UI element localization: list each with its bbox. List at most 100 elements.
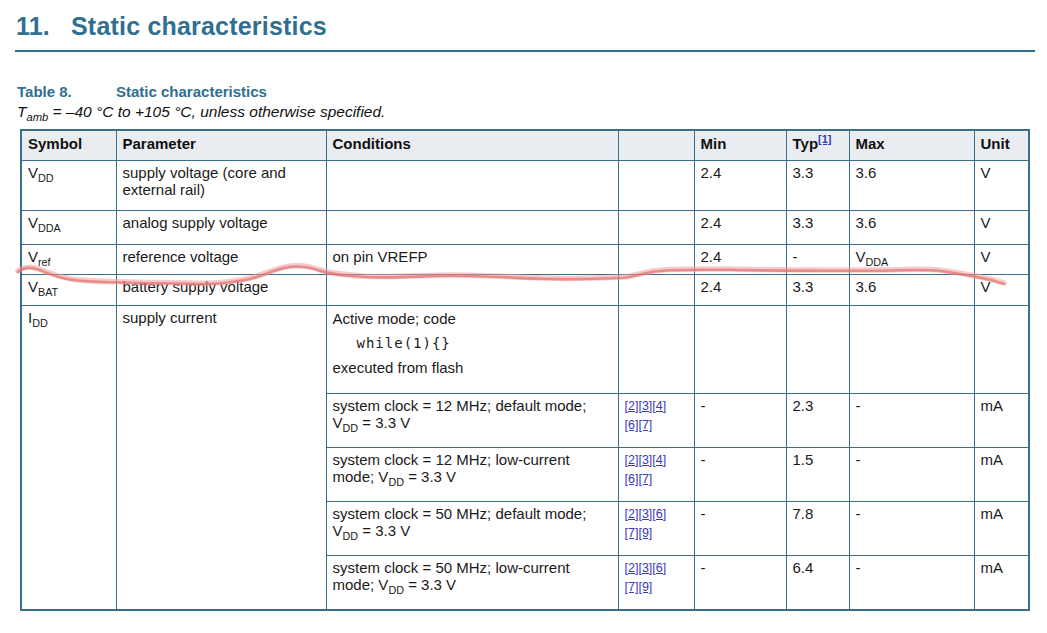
header-refs — [618, 130, 694, 161]
footnote-ref-link[interactable]: [9] — [638, 526, 652, 540]
unit-cell: mA — [974, 448, 1029, 502]
typ-cell: 3.3 — [786, 161, 849, 211]
typ-cell — [786, 306, 849, 394]
section-title: Static characteristics — [71, 12, 327, 40]
header-typ: Typ[1] — [786, 130, 849, 161]
table-row: Vref reference voltage on pin VREFP 2.4 … — [21, 245, 1029, 275]
refs-cell — [618, 161, 694, 211]
footnote-ref-link[interactable]: [7] — [625, 526, 639, 540]
table-caption: Table 8.Static characteristics — [17, 83, 1047, 100]
refs-cell: [2][3][4] [6][7] — [618, 394, 694, 448]
table-caption-title: Static characteristics — [116, 83, 267, 100]
typ-cell: 7.8 — [786, 502, 849, 556]
conditions-cell: on pin VREFP — [326, 245, 618, 275]
min-cell: - — [694, 448, 786, 502]
footnote-ref-link[interactable]: [3] — [638, 507, 652, 521]
table-row: VDDA analog supply voltage 2.4 3.3 3.6 V — [21, 211, 1029, 245]
conditions-cell: system clock = 50 MHz; low-current mode;… — [326, 556, 618, 611]
footnote-ref-link[interactable]: [2] — [625, 507, 639, 521]
min-cell: 2.4 — [694, 275, 786, 306]
refs-cell — [618, 275, 694, 306]
table-caption-label: Table 8. — [17, 83, 116, 100]
header-symbol: Symbol — [21, 130, 116, 161]
min-cell: 2.4 — [694, 245, 786, 275]
typ-cell: 6.4 — [786, 556, 849, 611]
unit-cell: mA — [974, 394, 1029, 448]
footnote-refs-line: [6][7] — [625, 470, 688, 489]
section-number: 11. — [16, 12, 50, 41]
conditions-cell: system clock = 12 MHz; default mode; VDD… — [326, 394, 618, 448]
footnote-refs-line: [2][3][6] — [625, 505, 688, 524]
footnote-refs-line: [7][9] — [625, 578, 688, 597]
table-row: VDD supply voltage (core and external ra… — [21, 161, 1029, 211]
max-cell: 3.6 — [849, 275, 974, 306]
table-row: VBAT battery supply voltage 2.4 3.3 3.6 … — [21, 275, 1029, 306]
footnote-refs-line: [2][3][6] — [625, 559, 688, 578]
symbol-cell: IDD — [21, 306, 116, 611]
max-cell: 3.6 — [849, 161, 974, 211]
typ-cell: - — [786, 245, 849, 275]
unit-cell — [974, 306, 1029, 394]
footnote-ref-link[interactable]: [3] — [638, 561, 652, 575]
parameter-cell: analog supply voltage — [116, 211, 326, 245]
min-cell: 2.4 — [694, 211, 786, 245]
symbol-cell: Vref — [21, 245, 116, 275]
refs-cell — [618, 211, 694, 245]
footnote-ref-link[interactable]: [7] — [638, 418, 652, 432]
code-snippet: while(1){} — [357, 335, 612, 351]
refs-cell: [2][3][6] [7][9] — [618, 556, 694, 611]
refs-cell: [2][3][4] [6][7] — [618, 448, 694, 502]
max-cell: - — [849, 448, 974, 502]
section-heading-rule: 11. Static characteristics — [15, 0, 1035, 52]
symbol-cell: VDD — [21, 161, 116, 211]
max-cell: 3.6 — [849, 211, 974, 245]
footnote-ref-link[interactable]: [2] — [625, 561, 639, 575]
footnote-ref-link[interactable]: [3] — [638, 399, 652, 413]
conditions-cell — [326, 275, 618, 306]
typ-cell: 2.3 — [786, 394, 849, 448]
footnote-refs-line: [7][9] — [625, 524, 688, 543]
footnote-ref-link[interactable]: [9] — [638, 580, 652, 594]
refs-cell: [2][3][6] [7][9] — [618, 502, 694, 556]
page-title: 11. Static characteristics — [16, 12, 1035, 41]
table-header-row: Symbol Parameter Conditions Min Typ[1] M… — [21, 130, 1029, 161]
datasheet-page: 11.Static characteristics Table 8.Static… — [0, 0, 1047, 633]
header-parameter: Parameter — [116, 130, 326, 161]
footnote-ref-link[interactable]: [7] — [625, 580, 639, 594]
unit-cell: mA — [974, 502, 1029, 556]
conditions-cell: system clock = 50 MHz; default mode; VDD… — [326, 502, 618, 556]
unit-cell: mA — [974, 556, 1029, 611]
symbol-cell: VBAT — [21, 275, 116, 306]
parameter-cell: battery supply voltage — [116, 275, 326, 306]
conditions-cell — [326, 161, 618, 211]
refs-cell — [618, 306, 694, 394]
conditions-line: Active mode; code — [333, 310, 612, 327]
typ-cell: 3.3 — [786, 211, 849, 245]
footnote-ref-link[interactable]: [6] — [652, 561, 666, 575]
min-cell: - — [694, 394, 786, 448]
unit-cell: V — [974, 275, 1029, 306]
footnote-refs-line: [6][7] — [625, 416, 688, 435]
footnote-ref-link[interactable]: [6] — [625, 418, 639, 432]
max-cell: - — [849, 556, 974, 611]
footnote-ref-link[interactable]: [7] — [638, 472, 652, 486]
footnote-refs-line: [2][3][4] — [625, 397, 688, 416]
footnote-ref-link[interactable]: [6] — [652, 507, 666, 521]
footnote-ref-link[interactable]: [1] — [818, 133, 831, 145]
footnote-ref-link[interactable]: [2] — [625, 399, 639, 413]
table-condition-note: Tamb = –40 °C to +105 °C, unless otherwi… — [17, 103, 1047, 121]
min-cell: 2.4 — [694, 161, 786, 211]
footnote-ref-link[interactable]: [4] — [652, 453, 666, 467]
footnote-ref-link[interactable]: [4] — [652, 399, 666, 413]
footnote-ref-link[interactable]: [6] — [625, 472, 639, 486]
footnote-ref-link[interactable]: [2] — [625, 453, 639, 467]
max-cell: - — [849, 394, 974, 448]
typ-cell: 1.5 — [786, 448, 849, 502]
footnote-ref-link[interactable]: [3] — [638, 453, 652, 467]
header-max: Max — [849, 130, 974, 161]
max-cell: VDDA — [849, 245, 974, 275]
min-cell — [694, 306, 786, 394]
min-cell: - — [694, 556, 786, 611]
unit-cell: V — [974, 211, 1029, 245]
typ-cell: 3.3 — [786, 275, 849, 306]
